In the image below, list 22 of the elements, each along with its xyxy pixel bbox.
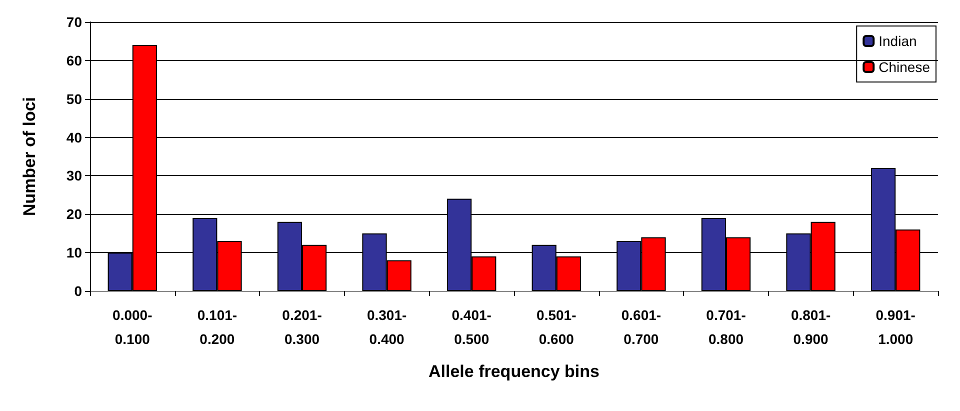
legend-label: Chinese bbox=[878, 59, 930, 75]
y-axis-title: Number of loci bbox=[20, 96, 39, 216]
x-tick-label: 0.701- 0.800 bbox=[706, 307, 746, 347]
y-tick-label: 30 bbox=[66, 168, 82, 184]
x-tick-label: 0.901- 1.000 bbox=[876, 307, 916, 347]
y-tick-label: 60 bbox=[66, 52, 82, 68]
x-tick-label: 0.201- 0.300 bbox=[282, 307, 322, 347]
y-tick-label: 50 bbox=[66, 90, 82, 107]
x-tick-label: 0.601- 0.700 bbox=[621, 307, 662, 347]
x-tick-label: 0.801- 0.900 bbox=[790, 307, 831, 347]
y-tick-label: 20 bbox=[66, 206, 82, 222]
legend-label: Indian bbox=[878, 33, 917, 49]
x-tick-label: 0.401- 0.500 bbox=[452, 307, 492, 347]
x-tick-label: 0.000- 0.100 bbox=[112, 307, 153, 347]
x-tick-label: 0.501- 0.600 bbox=[536, 307, 577, 347]
x-tick-label: 0.101- 0.200 bbox=[197, 307, 238, 347]
y-tick-label: 40 bbox=[66, 129, 82, 146]
y-tick-label: 10 bbox=[66, 244, 82, 261]
y-tick-label: 70 bbox=[66, 14, 82, 30]
y-tick-label: 0 bbox=[74, 283, 82, 299]
x-axis-title: Allele frequency bins bbox=[428, 362, 600, 381]
x-tick-label: 0.301- 0.400 bbox=[366, 307, 407, 347]
